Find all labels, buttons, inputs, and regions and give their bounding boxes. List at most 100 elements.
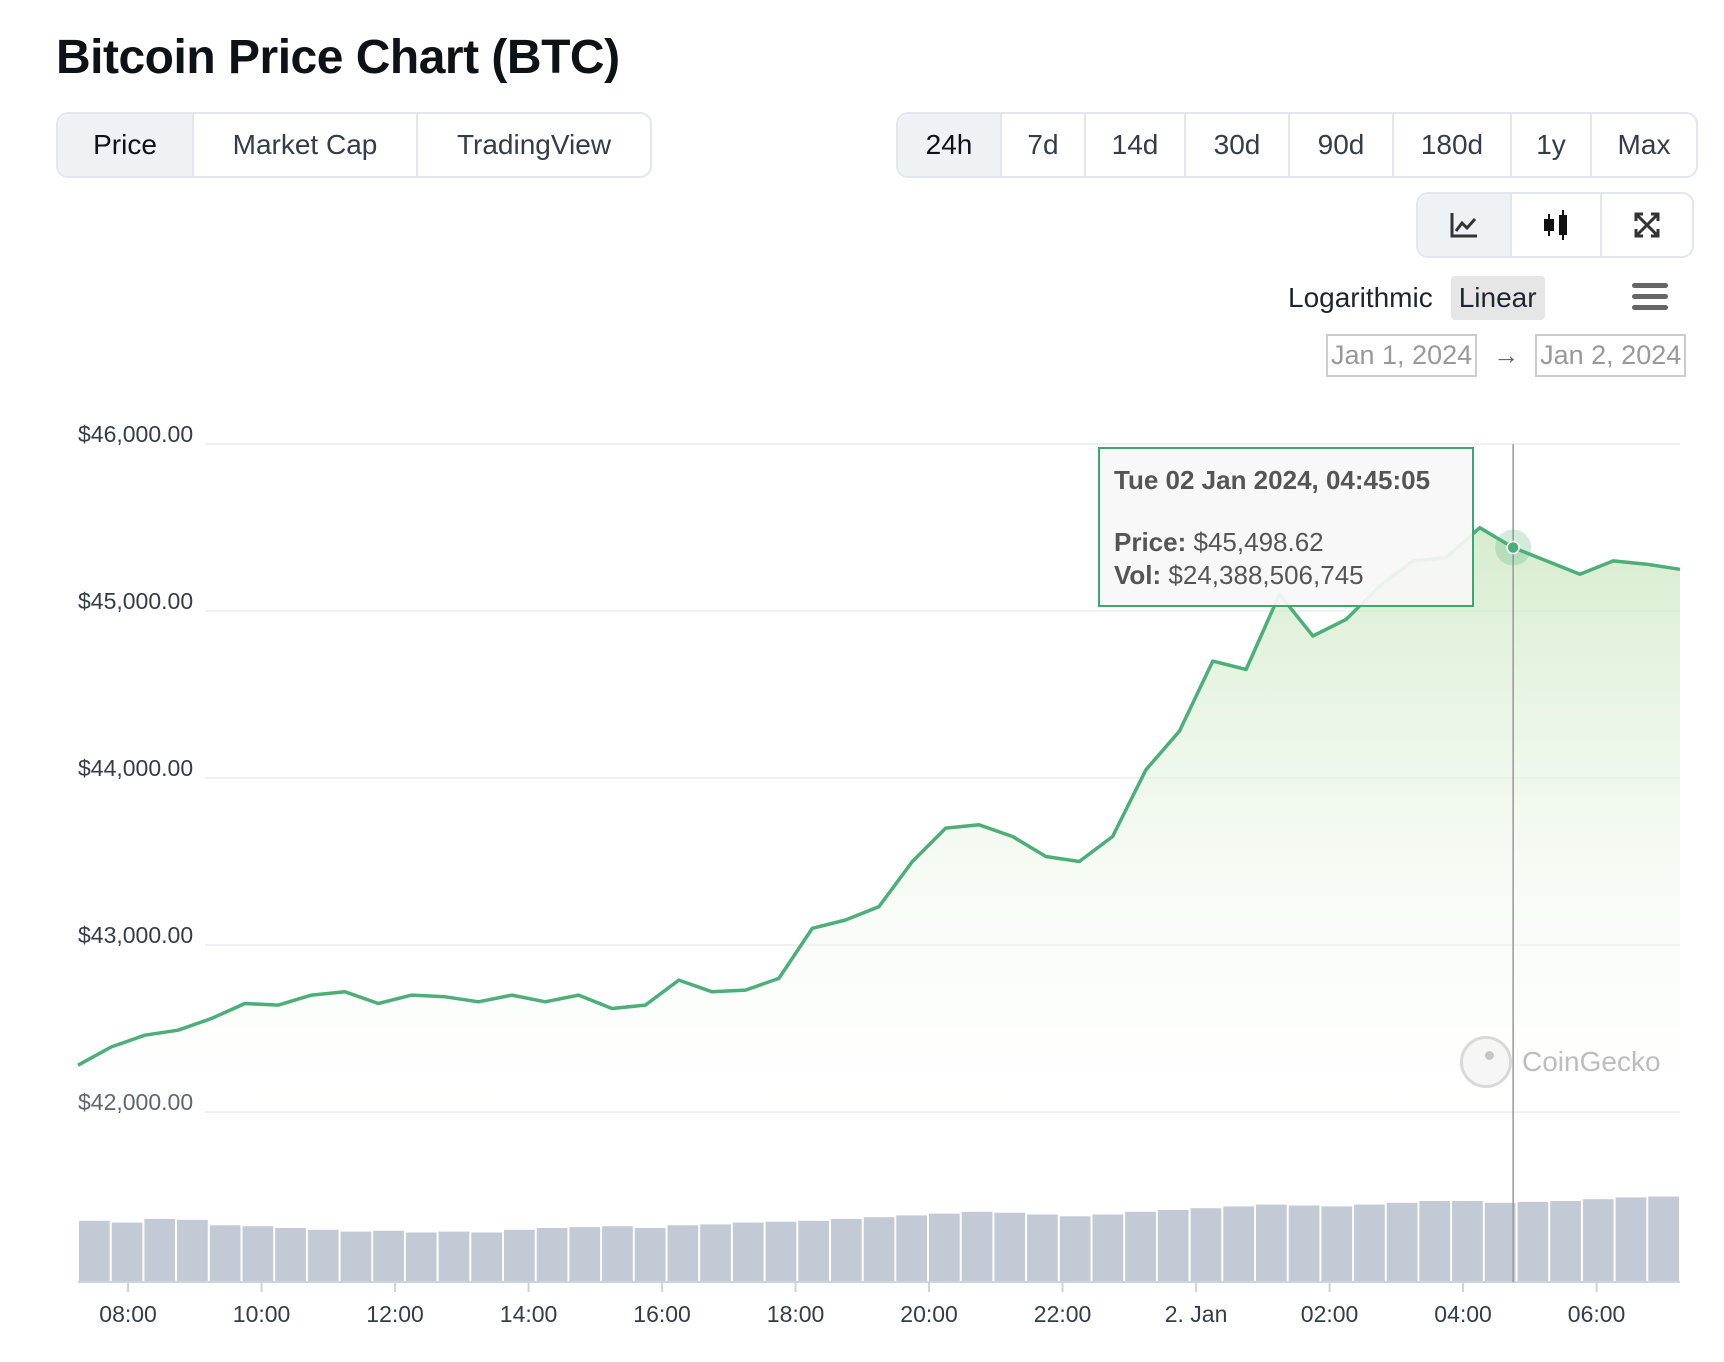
page-title: Bitcoin Price Chart (BTC)	[56, 31, 620, 84]
scale-toggle: Logarithmic Linear	[1280, 276, 1545, 320]
volume-bar	[471, 1232, 502, 1282]
range-180d[interactable]: 180d	[1394, 114, 1512, 176]
volume-bar	[1027, 1214, 1058, 1282]
volume-bars	[79, 1196, 1679, 1282]
range-24h[interactable]: 24h	[898, 114, 1002, 176]
line-chart-icon	[1450, 213, 1477, 238]
volume-bar	[732, 1222, 764, 1282]
x-axis: 08:00 10:00 12:00 14:00 16:00 18:00 20:00 22:00…	[99, 1282, 1625, 1327]
y-tick-label: $43,000.00	[78, 922, 193, 948]
volume-bar	[863, 1217, 895, 1282]
x-tick-label: 04:00	[1434, 1301, 1492, 1327]
volume-bar	[1157, 1210, 1189, 1282]
y-tick-label: $44,000.00	[78, 755, 193, 781]
volume-bar	[1321, 1206, 1353, 1282]
hover-point	[1506, 540, 1520, 555]
volume-bar	[504, 1229, 535, 1282]
tooltip-vol-row: Vol: $24,388,506,745	[1114, 559, 1458, 592]
x-tick-label: 08:00	[99, 1301, 157, 1327]
volume-bar	[340, 1231, 372, 1282]
fullscreen-button[interactable]	[1602, 194, 1692, 256]
volume-bar	[700, 1224, 731, 1282]
volume-bar	[177, 1219, 208, 1282]
x-tick-label: 06:00	[1568, 1301, 1626, 1327]
range-30d[interactable]: 30d	[1186, 114, 1290, 176]
range-90d[interactable]: 90d	[1290, 114, 1394, 176]
date-to-input[interactable]: Jan 2, 2024	[1535, 334, 1687, 377]
view-tabs: Price Market Cap TradingView	[56, 112, 652, 178]
volume-bar	[1354, 1204, 1385, 1282]
date-range: Jan 1, 2024 → Jan 2, 2024	[1326, 334, 1687, 377]
x-tick-label: 2. Jan	[1165, 1301, 1228, 1327]
hamburger-icon	[1632, 283, 1668, 288]
range-max[interactable]: Max	[1617, 129, 1671, 160]
volume-bar	[1125, 1211, 1156, 1282]
volume-bar	[144, 1219, 176, 1282]
x-tick-label: 16:00	[633, 1301, 691, 1327]
volume-bar	[798, 1220, 829, 1282]
volume-bar	[634, 1228, 666, 1282]
watermark-text: CoinGecko	[1522, 1046, 1661, 1077]
y-tick-label: $45,000.00	[78, 588, 193, 614]
tooltip-vol-label: Vol:	[1114, 560, 1162, 590]
volume-bar	[929, 1213, 960, 1282]
volume-bar	[1615, 1197, 1647, 1282]
volume-bar	[1256, 1204, 1287, 1282]
x-tick-label: 20:00	[900, 1301, 958, 1327]
x-tick-label: 14:00	[500, 1301, 558, 1327]
scale-linear[interactable]: Linear	[1450, 276, 1545, 320]
tab-market-cap[interactable]: Market Cap	[194, 114, 418, 176]
tooltip-price-label: Price:	[1114, 527, 1187, 557]
volume-bar	[405, 1232, 437, 1282]
volume-bar	[1452, 1201, 1483, 1282]
date-from-input[interactable]: Jan 1, 2024	[1326, 334, 1478, 377]
y-axis: $42,000.00$43,000.00$44,000.00$45,000.00…	[78, 421, 193, 1115]
fullscreen-icon	[1634, 212, 1660, 238]
candlestick-button[interactable]	[1512, 194, 1602, 256]
tooltip-date: Tue 02 Jan 2024, 04:45:05	[1114, 465, 1431, 495]
range-1y[interactable]: 1y	[1512, 114, 1592, 176]
volume-bar	[307, 1229, 339, 1282]
x-tick-label: 12:00	[366, 1301, 424, 1327]
tooltip-vol-value: $24,388,506,745	[1168, 560, 1364, 590]
volume-bar	[602, 1226, 633, 1282]
candlestick-icon	[1544, 210, 1567, 240]
volume-bar	[111, 1222, 143, 1282]
chart-menu-button[interactable]	[1632, 283, 1668, 311]
volume-bar	[79, 1220, 110, 1282]
volume-bar	[373, 1230, 404, 1282]
gecko-logo-icon	[1460, 1036, 1512, 1088]
volume-bar	[1517, 1201, 1549, 1282]
coingecko-watermark: CoinGecko	[1460, 1036, 1661, 1088]
tab-tradingview[interactable]: TradingView	[456, 129, 612, 160]
volume-bar	[1648, 1196, 1679, 1282]
volume-bar	[1419, 1201, 1451, 1282]
x-tick-label: 18:00	[767, 1301, 825, 1327]
x-tick-label: 10:00	[233, 1301, 291, 1327]
volume-bar	[994, 1212, 1026, 1282]
volume-bar	[765, 1221, 797, 1282]
volume-bar	[536, 1228, 568, 1282]
volume-bar	[1059, 1216, 1091, 1282]
y-tick-label: $46,000.00	[78, 421, 193, 447]
price-area	[78, 527, 1680, 1112]
volume-bar	[1386, 1202, 1418, 1282]
tab-price[interactable]: Price	[58, 114, 194, 176]
volume-bar	[438, 1231, 470, 1282]
volume-bar	[1582, 1199, 1614, 1282]
volume-bar	[961, 1211, 993, 1282]
range-14d[interactable]: 14d	[1086, 114, 1186, 176]
chart-type-toggle	[1416, 192, 1694, 258]
volume-bar	[242, 1226, 274, 1282]
scale-logarithmic[interactable]: Logarithmic	[1288, 282, 1433, 313]
range-7d[interactable]: 7d	[1002, 114, 1086, 176]
volume-bar	[1092, 1214, 1124, 1282]
volume-bar	[667, 1225, 699, 1282]
volume-bar	[831, 1219, 862, 1282]
range-tabs: 24h 7d 14d 30d 90d 180d 1y Max	[896, 112, 1698, 178]
volume-bar	[209, 1225, 241, 1282]
volume-bar	[896, 1215, 927, 1282]
line-chart-button[interactable]	[1418, 194, 1512, 256]
volume-bar	[275, 1228, 306, 1282]
